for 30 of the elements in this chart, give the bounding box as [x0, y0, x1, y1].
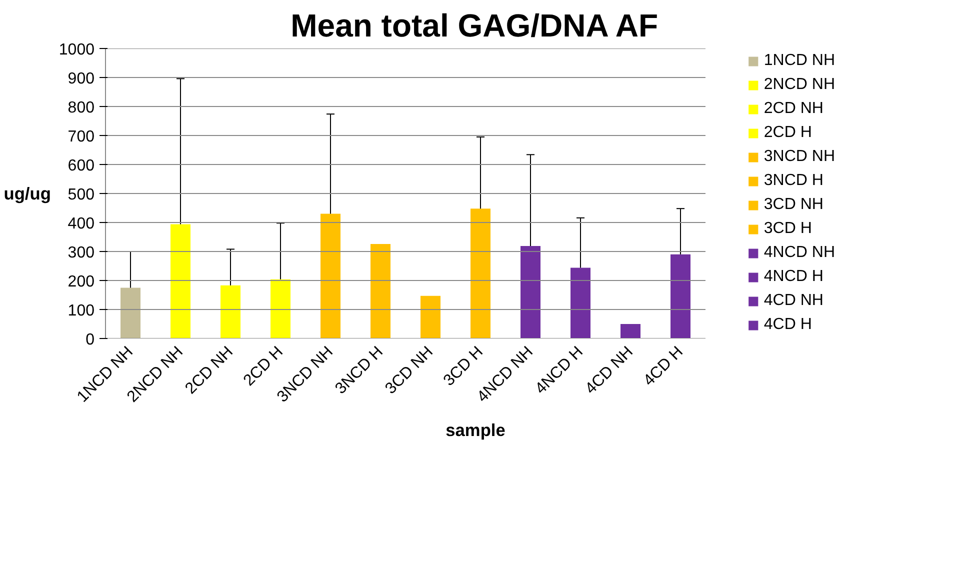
- legend-label: 4NCD H: [764, 268, 824, 286]
- y-tick-label: 200: [68, 274, 95, 290]
- legend-label: 3CD H: [764, 220, 812, 238]
- legend-label: 2CD H: [764, 124, 812, 142]
- x-tick-label: 4CD NH: [582, 343, 637, 398]
- x-tick-label: 4CD H: [640, 343, 687, 390]
- x-tick-label: 3CD NH: [382, 343, 437, 398]
- y-tick-label: 100: [68, 302, 95, 320]
- y-tick-label: 600: [68, 158, 95, 174]
- legend-label: 2CD NH: [764, 100, 824, 118]
- y-tick-label: 1000: [58, 42, 95, 58]
- y-tick-label: 400: [68, 216, 95, 232]
- legend-label: 4CD NH: [764, 292, 824, 310]
- legend-label: 3CD NH: [764, 196, 824, 214]
- y-tick-label: 700: [68, 128, 95, 146]
- y-tick-label: 0: [86, 332, 95, 348]
- y-axis-title: ug/ug: [4, 184, 51, 204]
- x-tick-label: 2CD NH: [182, 343, 237, 398]
- legend-label: 2NCD NH: [764, 76, 835, 94]
- legend-label: 3NCD NH: [764, 148, 835, 166]
- legend-label: 1NCD NH: [764, 52, 835, 70]
- legend-label: 4CD H: [764, 316, 812, 334]
- y-tick-label: 800: [68, 100, 95, 116]
- x-axis-title: sample: [446, 420, 506, 440]
- legend-label: 3NCD H: [764, 172, 824, 190]
- y-tick-label: 900: [68, 70, 95, 88]
- y-tick-label: 300: [68, 244, 95, 262]
- legend-label: 4NCD NH: [764, 244, 835, 262]
- chart-title: Mean total GAG/DNA AF: [290, 8, 658, 44]
- y-tick-label: 500: [68, 186, 95, 204]
